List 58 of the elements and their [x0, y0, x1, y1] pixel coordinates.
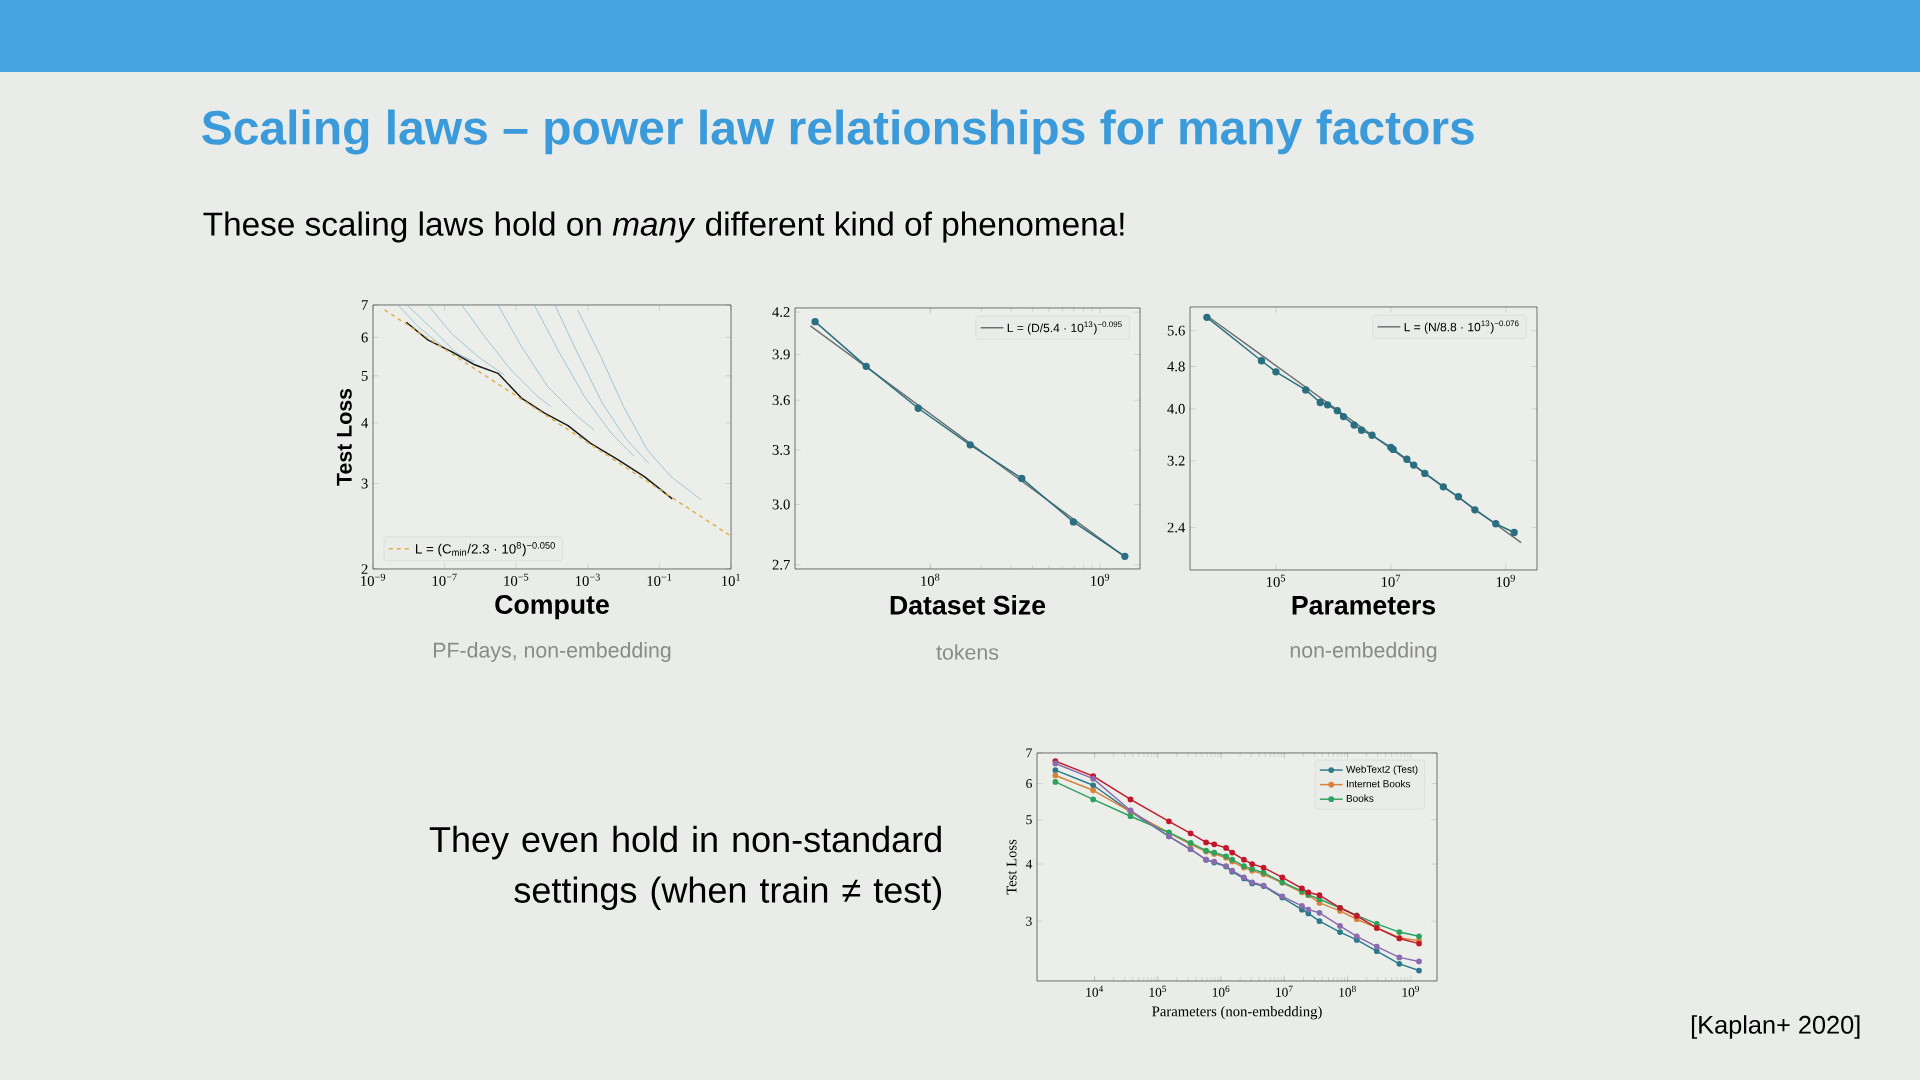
- x-tick-label: 10$^{−5}$: [504, 573, 529, 586]
- x-axis-title: Compute: [495, 595, 609, 620]
- y-tick-label: 4.2: [772, 307, 790, 318]
- y-tick-label: 2.4: [1167, 522, 1186, 533]
- y-tick-label: 7: [361, 300, 368, 310]
- x-axis-title: Parameters (non-embedding): [1152, 1006, 1322, 1020]
- legend-label: Internet Books: [1346, 780, 1411, 788]
- y-tick-label: 3.9: [772, 349, 790, 360]
- y-tick-label: 3: [1026, 916, 1032, 926]
- text: PF-days, non-embedding: [434, 642, 671, 662]
- legend-label: L = (C$_{min}$/2.3 · 10$^{8}$)$^{−0.050}$: [416, 542, 555, 557]
- x-tick-label: 10$^{−3}$: [575, 573, 600, 586]
- x-tick-label: 10$^{9}$: [1496, 574, 1515, 587]
- y-tick-label: 4: [1025, 859, 1033, 869]
- x-tick-label: 10$^{1}$: [722, 573, 740, 586]
- y-axis-title: Test Loss: [336, 388, 352, 486]
- chart-subtitle: These scaling laws hold on many different kind of phenomena!: [203, 211, 1124, 243]
- x-tick-label: 10$^{5}$: [1266, 574, 1286, 587]
- text: Scaling laws – power law relationships for many factors: [202, 109, 1474, 155]
- y-tick-label: 3.0: [772, 499, 790, 510]
- y-tick-label: 3.2: [1167, 455, 1185, 466]
- y-tick-label: 5: [361, 371, 368, 381]
- x-tick-label: 10$^{6}$: [1212, 985, 1230, 997]
- x-tick-label: 10$^{8}$: [1339, 985, 1356, 997]
- y-tick-label: 6: [1026, 779, 1032, 789]
- y-tick-label: 6: [361, 332, 368, 343]
- y-tick-label: 4.8: [1167, 361, 1185, 372]
- x-tick-label: 10$^{7}$: [1276, 985, 1293, 997]
- y-tick-label: 4: [361, 418, 369, 428]
- legend-label: L = (N/8.8 · 10$^{13}$)$^{−0.076}$: [1404, 320, 1519, 334]
- y-tick-label: 5: [1026, 815, 1032, 825]
- y-tick-label: 4.0: [1167, 403, 1185, 414]
- y-tick-label: 2: [361, 564, 368, 574]
- text: They even hold in non-standard settings (when train ≠ test): [429, 825, 942, 911]
- x-tick-label: 10$^{9}$: [1091, 573, 1110, 586]
- legend-label: WebText2 (Test): [1346, 765, 1418, 775]
- x-tick-label: 10$^{9}$: [1402, 985, 1420, 997]
- text: [Kaplan+ 2020]: [1691, 1015, 1860, 1039]
- x-axis-title: Dataset Size: [890, 595, 1046, 615]
- y-tick-label: 5.6: [1167, 325, 1185, 336]
- y-axis-title: Test Loss: [1006, 839, 1017, 895]
- y-tick-label: 7: [1026, 748, 1032, 758]
- legend-label: L = (D/5.4 · 10$^{13}$)$^{−0.095}$: [1007, 321, 1122, 335]
- x-tick-label: 10$^{4}$: [1086, 985, 1104, 997]
- text: tokens: [936, 644, 999, 660]
- legend-label: Books: [1346, 794, 1374, 802]
- x-tick-label: 10$^{8}$: [921, 573, 940, 586]
- x-tick-label: 10$^{7}$: [1381, 574, 1401, 587]
- y-tick-label: 3.6: [772, 395, 790, 406]
- y-tick-label: 3.3: [772, 445, 790, 455]
- x-tick-label: 10$^{−9}$: [361, 573, 386, 586]
- x-axis-title: Parameters: [1292, 596, 1436, 615]
- y-tick-label: 2.7: [772, 559, 790, 570]
- x-tick-label: 10$^{−1}$: [647, 573, 672, 586]
- text: non-embedding: [1290, 642, 1437, 662]
- x-tick-label: 10$^{−7}$: [432, 573, 457, 586]
- x-tick-label: 10$^{5}$: [1149, 985, 1167, 997]
- y-tick-label: 3: [361, 478, 368, 489]
